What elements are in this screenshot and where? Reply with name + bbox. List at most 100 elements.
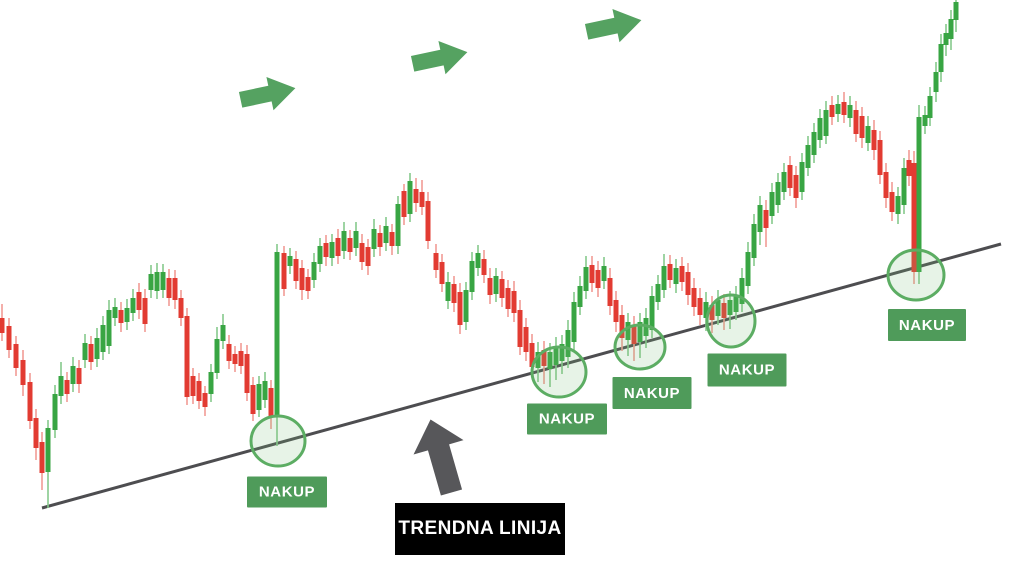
- candle-down: [401, 191, 407, 217]
- candle-up: [865, 126, 871, 143]
- candle-up: [214, 339, 220, 373]
- candle-down: [793, 175, 799, 198]
- candle-up: [383, 226, 389, 243]
- candle-down: [232, 354, 238, 364]
- candle-down: [667, 264, 673, 280]
- candle-up: [948, 19, 954, 39]
- candle-down: [595, 270, 601, 288]
- candle-up: [817, 118, 823, 140]
- buy-label-1: NAKUP: [247, 476, 327, 508]
- candle-up: [799, 162, 805, 192]
- candle-down: [172, 278, 178, 300]
- candle-down: [691, 288, 697, 307]
- candle-down: [365, 247, 371, 266]
- buy-label-2: NAKUP: [527, 403, 607, 435]
- candle-up: [58, 376, 64, 396]
- candle-down: [226, 344, 232, 361]
- candle-down: [268, 388, 274, 416]
- candle-down: [323, 243, 329, 257]
- candle-up: [274, 252, 280, 417]
- candle-up: [371, 229, 377, 249]
- candle-up: [547, 352, 553, 369]
- candle-up: [916, 117, 922, 272]
- candle-up: [901, 168, 907, 205]
- candle-up: [559, 344, 565, 361]
- candle-down: [413, 189, 419, 203]
- candle-up: [661, 266, 667, 290]
- candle-down: [709, 305, 715, 320]
- trendline-touch-circle: [886, 248, 946, 302]
- candle-down: [425, 201, 431, 241]
- candle-up: [82, 343, 88, 360]
- candle-up: [445, 282, 451, 301]
- candle-up: [341, 231, 347, 251]
- candle-down: [13, 344, 19, 368]
- candle-down: [529, 343, 535, 367]
- candle-down: [0, 318, 5, 333]
- candle-down: [305, 277, 311, 291]
- candle-up: [655, 284, 661, 302]
- candle-up: [475, 253, 481, 268]
- candle-up: [395, 204, 401, 246]
- candle-up: [715, 300, 721, 316]
- candle-up: [601, 266, 607, 281]
- candle-down: [39, 442, 45, 473]
- candle-down: [419, 192, 425, 207]
- candle-down: [184, 316, 190, 397]
- trendline-pointer-arrow-icon: [413, 419, 464, 496]
- candle-down: [511, 291, 517, 313]
- candle-up: [577, 286, 583, 307]
- candle-up: [407, 181, 413, 214]
- candle-up: [287, 256, 293, 266]
- candle-down: [281, 253, 287, 289]
- candle-down: [889, 192, 895, 212]
- candle-up: [745, 252, 751, 286]
- candle-up: [154, 272, 160, 291]
- candle-down: [389, 232, 395, 246]
- candle-up: [703, 302, 709, 318]
- candle-up: [583, 267, 589, 291]
- candle-up: [148, 274, 154, 290]
- candle-down: [829, 105, 835, 117]
- candle-up: [256, 384, 262, 410]
- candle-up: [353, 231, 359, 248]
- candle-down: [853, 110, 859, 134]
- candle-down: [619, 315, 625, 338]
- candle-down: [76, 368, 82, 384]
- candle-down: [613, 300, 619, 322]
- candle-up: [805, 145, 811, 168]
- candle-up: [463, 290, 469, 322]
- candle-up: [727, 300, 733, 315]
- candle-down: [589, 265, 595, 283]
- candle-down: [244, 354, 250, 393]
- uptrend-arrow-icon: [584, 8, 642, 43]
- candle-down: [607, 278, 613, 306]
- trendline: [41, 242, 1002, 510]
- candle-up: [847, 105, 853, 118]
- candle-up: [823, 110, 829, 136]
- candle-down: [20, 360, 26, 385]
- candle-up: [124, 308, 130, 322]
- candle-down: [64, 380, 70, 394]
- buy-label-3: NAKUP: [612, 377, 692, 409]
- uptrend-arrow-icon: [410, 40, 468, 75]
- candle-up: [571, 302, 577, 342]
- candle-down: [347, 238, 353, 252]
- candle-down: [88, 344, 94, 362]
- candle-down: [293, 259, 299, 281]
- candle-up: [112, 307, 118, 318]
- trendline-touch-circle: [249, 414, 307, 468]
- candle-up: [943, 33, 949, 45]
- candle-down: [27, 382, 33, 421]
- candle-up: [535, 352, 541, 368]
- candle-up: [94, 338, 100, 359]
- candle-up: [953, 2, 959, 20]
- candle-up: [769, 192, 775, 216]
- trendline-callout: TRENDNA LINIJA: [395, 503, 565, 555]
- candle-up: [625, 322, 631, 340]
- candle-up: [160, 272, 166, 290]
- candle-down: [238, 351, 244, 366]
- candle-down: [6, 326, 12, 350]
- candle-down: [250, 385, 256, 414]
